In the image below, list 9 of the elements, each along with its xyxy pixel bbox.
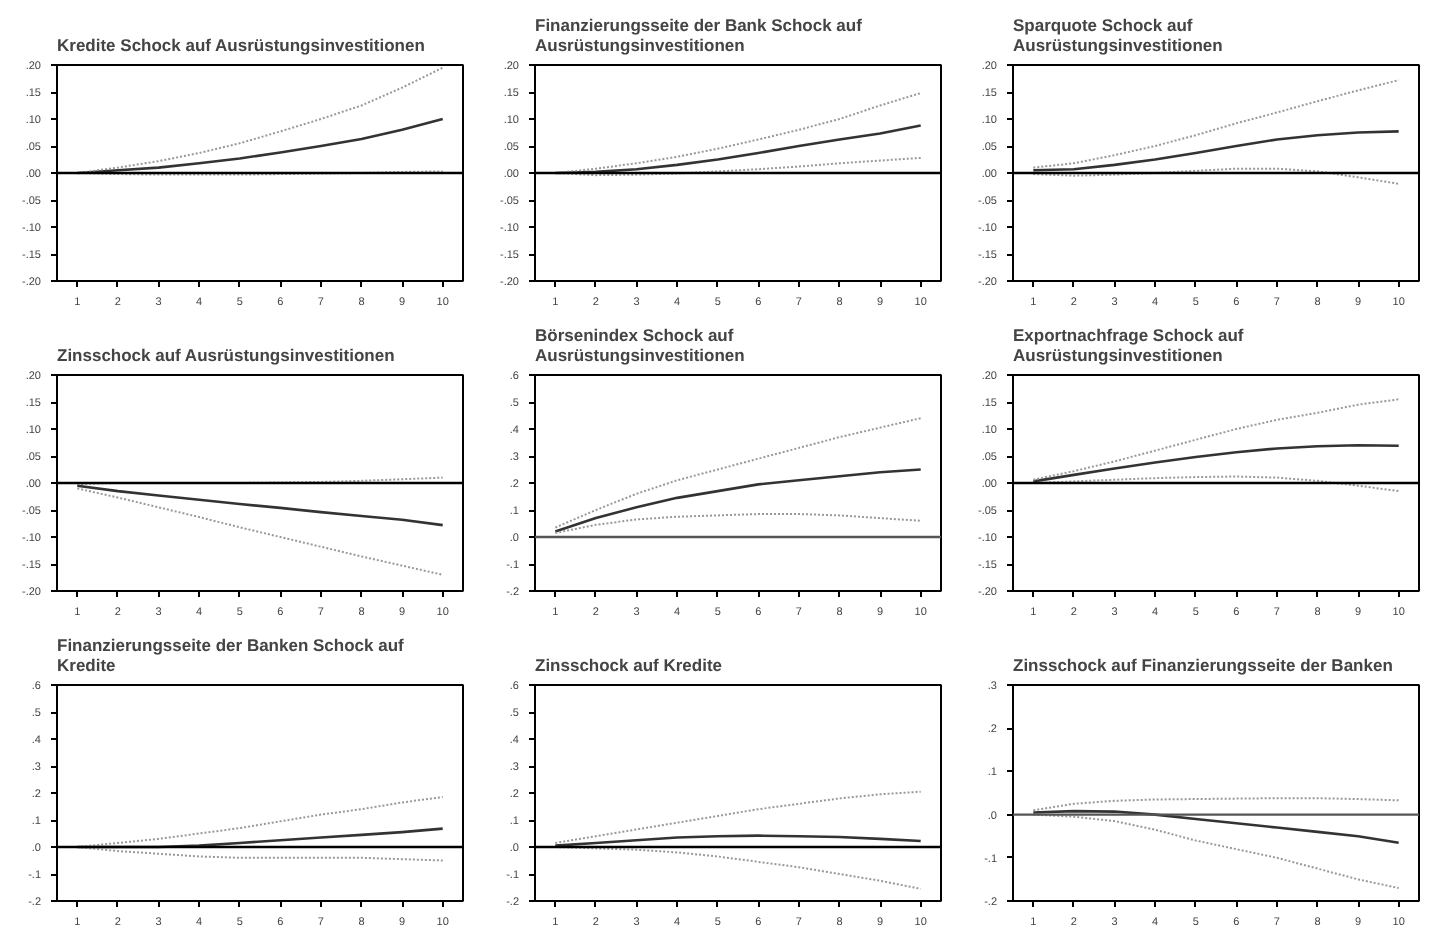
- chart-title: Finanzierungsseite der Banken Schock auf Kredite: [57, 635, 405, 675]
- chart-title: Zinsschock auf Kredite: [535, 655, 723, 675]
- chart-title: Finanzierungsseite der Bank Schock auf Ausrüstungsinvestitionen: [535, 15, 863, 55]
- chart-title: Börsenindex Schock auf Ausrüstungsinvestitionen: [535, 325, 745, 365]
- chart-title: Zinsschock auf Finanzierungsseite der Banken: [1013, 655, 1393, 675]
- chart-title: Exportnachfrage Schock auf Ausrüstungsinvestitionen: [1013, 325, 1244, 365]
- chart-title: Zinsschock auf Ausrüstungsinvestitionen: [57, 345, 395, 365]
- chart-title: Kredite Schock auf Ausrüstungsinvestitionen: [57, 35, 425, 55]
- chart-title: Sparquote Schock auf Ausrüstungsinvestitionen: [1013, 15, 1223, 55]
